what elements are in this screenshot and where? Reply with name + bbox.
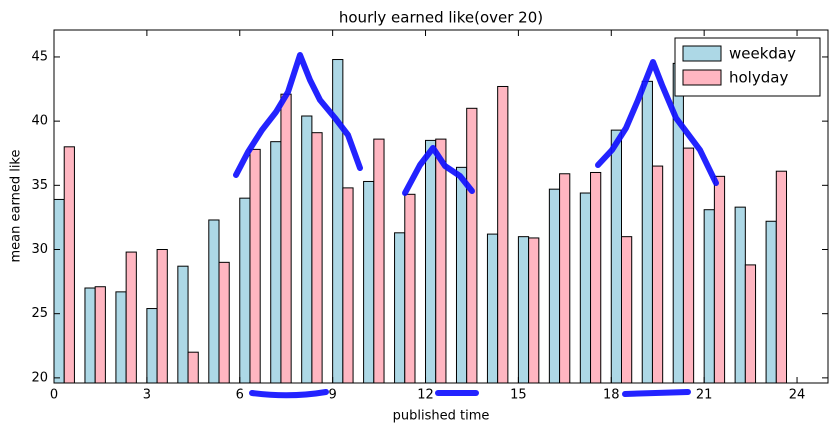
y-axis-label: mean earned like <box>9 150 24 263</box>
bar <box>559 173 571 383</box>
bar <box>425 139 437 383</box>
bar <box>466 107 478 383</box>
bar <box>713 175 726 383</box>
x-tick-label: 24 <box>789 388 806 403</box>
bar <box>208 219 220 383</box>
x-tick-label: 15 <box>510 388 527 403</box>
bar <box>146 308 158 383</box>
bar <box>63 146 75 383</box>
bar <box>270 141 282 383</box>
annotation-stroke <box>622 389 691 397</box>
bar <box>187 351 199 383</box>
bar <box>84 287 96 383</box>
bar <box>744 264 757 383</box>
bars <box>54 59 788 383</box>
x-tick-label: 9 <box>328 388 336 403</box>
y-tick-label: 25 <box>31 306 48 321</box>
bar <box>548 188 561 383</box>
bar <box>435 138 447 383</box>
bar <box>218 261 230 383</box>
bar <box>249 148 261 383</box>
bar <box>280 93 292 383</box>
bar <box>404 193 416 383</box>
x-axis-label: published time <box>393 409 490 424</box>
x-tick-label: 6 <box>236 388 244 403</box>
bar <box>610 129 622 383</box>
bar <box>301 115 313 383</box>
x-tick-label: 3 <box>143 388 151 403</box>
annotation-stroke <box>595 59 719 186</box>
bar <box>703 209 715 383</box>
bar <box>455 166 468 383</box>
y-tick-label: 35 <box>31 178 48 193</box>
plot-frame <box>53 29 829 384</box>
bar <box>373 138 385 383</box>
annotation-stroke <box>402 145 475 196</box>
bar <box>486 233 499 383</box>
x-tick-label: 21 <box>696 388 713 403</box>
bar <box>115 291 127 383</box>
bar <box>311 132 323 383</box>
bar <box>332 59 344 383</box>
bar <box>517 236 530 383</box>
legend-swatch <box>682 69 722 86</box>
bar <box>363 180 375 383</box>
chart-title: hourly earned like(over 20) <box>339 9 543 27</box>
legend: weekday holyday <box>674 37 821 97</box>
bar <box>620 236 633 383</box>
annotations <box>233 52 719 399</box>
legend-label: holyday <box>729 69 788 87</box>
annotation-stroke <box>233 52 363 178</box>
bar <box>765 220 777 383</box>
bar <box>497 85 509 383</box>
y-tick-label: 30 <box>31 242 48 257</box>
bar <box>394 232 406 383</box>
x-tick-label: 12 <box>417 388 434 403</box>
bar <box>579 192 592 383</box>
bar <box>641 80 653 383</box>
bar <box>342 187 354 383</box>
bar <box>775 170 788 383</box>
bar <box>528 237 540 383</box>
bar <box>94 286 106 383</box>
y-tick-label: 20 <box>31 370 48 385</box>
bar <box>590 171 602 383</box>
plot-area: 20 25 30 35 40 45 0 3 6 9 12 15 18 21 24 weekday holyday <box>31 29 829 403</box>
bar <box>239 197 251 383</box>
legend-swatch <box>682 45 722 62</box>
y-tick-label: 45 <box>31 49 48 64</box>
x-tick-label: 18 <box>603 388 620 403</box>
bar <box>156 249 168 383</box>
bar <box>651 165 664 383</box>
x-tick-label: 0 <box>50 388 58 403</box>
y-tick-label: 40 <box>31 114 48 129</box>
bar <box>734 206 746 383</box>
legend-label: weekday <box>729 45 796 63</box>
bar <box>177 265 189 383</box>
annotation-stroke <box>249 389 329 399</box>
bar <box>682 147 695 383</box>
bar <box>54 198 65 383</box>
bar <box>125 251 137 383</box>
